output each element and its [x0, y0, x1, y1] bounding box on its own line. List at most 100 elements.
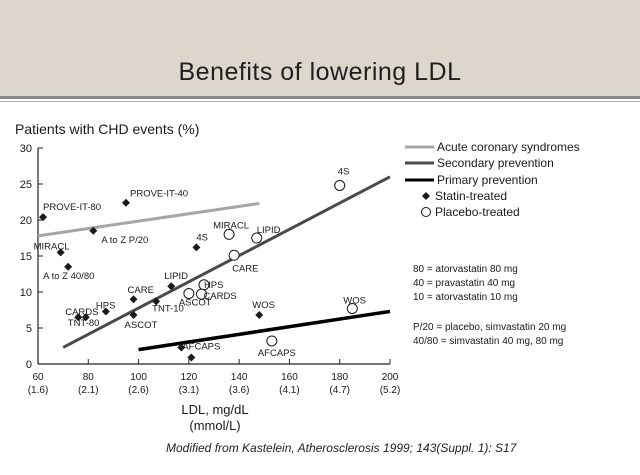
slide-title: Benefits of lowering LDL	[178, 58, 462, 86]
statin-point	[129, 295, 138, 304]
header-divider-thin	[0, 101, 640, 102]
point-label: AFCAPS	[182, 341, 220, 352]
x-tick-label: 80	[83, 372, 95, 383]
statin-point	[101, 307, 110, 316]
point-label: TNT-80	[68, 318, 100, 329]
trend-line	[37, 201, 260, 238]
note-line: 40 = pravastatin 40 mg	[413, 278, 515, 289]
point-label: MIRACL	[34, 241, 70, 252]
point-label: HPS	[204, 280, 224, 291]
point-label: ASCOT	[125, 320, 158, 331]
point-label: LIPID	[257, 225, 281, 236]
statin-point	[129, 311, 138, 320]
note-line: 10 = atorvastatin 10 mg	[413, 292, 518, 303]
chart-axes: 0 5 10 15 20 25 30 60 (1.6) 80 (2.1) 100 (2.6) 120 (3.…	[20, 143, 401, 396]
placebo-point	[183, 287, 195, 299]
chart-title: Patients with CHD events (%)	[15, 121, 199, 137]
x-axis-label-unit: (mmol/L)	[189, 418, 240, 433]
x-tick-sublabel: (4.1)	[279, 385, 300, 396]
legend-label: Placebo-treated	[435, 205, 520, 219]
statin-point	[122, 198, 130, 207]
trend-lines	[37, 175, 391, 352]
placebo-point	[223, 228, 235, 240]
placebo-point	[334, 179, 346, 191]
chart-legend: Acute coronary syndromes Secondary preven…	[405, 140, 580, 219]
point-label: CARDS	[203, 291, 236, 302]
point-label: A to Z 40/80	[43, 271, 94, 282]
trend-line	[138, 309, 391, 352]
x-axis-label: LDL, mg/dL	[181, 402, 248, 417]
point-label: 4S	[338, 166, 350, 177]
point-label: 4S	[196, 232, 208, 243]
slide-header	[0, 0, 640, 96]
legend-swatch	[422, 192, 430, 200]
x-tick-sublabel: (3.1)	[179, 385, 200, 396]
trend-line	[62, 175, 391, 349]
legend-swatch	[421, 207, 431, 217]
x-tick-label: 60	[32, 372, 44, 383]
x-tick-label: 140	[231, 372, 248, 383]
note-line: 80 = atorvastatin 80 mg	[413, 264, 518, 275]
point-label: CARE	[128, 285, 154, 296]
placebo-point	[346, 303, 358, 315]
y-tick-label: 30	[20, 143, 32, 155]
point-label: WOS	[252, 300, 275, 311]
y-tick-label: 20	[20, 215, 32, 227]
x-tick-sublabel: (5.2)	[380, 385, 401, 396]
point-label: WOS	[343, 296, 366, 307]
y-tick-label: 5	[26, 323, 32, 335]
placebo-point	[266, 335, 278, 347]
statin-point	[74, 313, 83, 322]
point-label: LIPID	[164, 271, 188, 282]
legend-label: Primary prevention	[437, 173, 538, 187]
y-tick-label: 25	[20, 179, 32, 191]
statin-point	[64, 262, 73, 271]
point-label: CARDS	[65, 307, 98, 318]
point-label: TNT-10	[152, 303, 184, 314]
x-tick-sublabel: (3.6)	[229, 385, 250, 396]
x-tick-label: 120	[181, 372, 198, 383]
x-tick-label: 100	[130, 372, 147, 383]
x-tick-label: 180	[331, 372, 348, 383]
statin-point	[152, 297, 161, 306]
legend-label: Statin-treated	[435, 189, 507, 203]
statin-point	[177, 343, 186, 352]
note-line: 40/80 = simvastatin 40 mg, 80 mg	[413, 336, 563, 347]
placebo-point	[195, 288, 207, 300]
point-label: CARE	[232, 263, 258, 274]
y-tick-label: 15	[20, 251, 32, 263]
placebo-point	[251, 232, 263, 244]
x-tick-sublabel: (2.1)	[78, 385, 99, 396]
point-label: PROVE-IT-40	[130, 189, 188, 200]
placebo-point	[228, 249, 240, 261]
statin-point	[192, 243, 201, 252]
legend-label: Acute coronary syndromes	[437, 140, 580, 154]
y-tick-label: 0	[26, 359, 32, 371]
header-divider	[0, 96, 640, 99]
x-tick-sublabel: (2.6)	[128, 385, 149, 396]
x-tick-sublabel: (4.7)	[329, 385, 350, 396]
statin-point	[56, 248, 65, 257]
x-tick-label: 160	[281, 372, 298, 383]
point-label: AFCAPS	[258, 348, 296, 359]
statin-point	[255, 311, 264, 320]
x-tick-label: 200	[382, 372, 399, 383]
point-label: MIRACL	[213, 220, 249, 231]
point-labels: PROVE-IT-80 PROVE-IT-40 A to Z P/20 MIRACL A…	[34, 166, 366, 359]
source-footnote: Modified from Kastelein, Atherosclerosis…	[166, 441, 517, 455]
statin-point	[89, 226, 98, 235]
x-tick-sublabel: (1.6)	[28, 385, 49, 396]
abbreviation-notes: 80 = atorvastatin 80 mg 40 = pravastatin …	[413, 264, 566, 347]
data-points	[39, 179, 358, 362]
point-label: ASCOT	[179, 297, 212, 308]
note-line: P/20 = placebo, simvastatin 20 mg	[413, 322, 566, 333]
point-label: PROVE-IT-80	[43, 202, 101, 213]
statin-point	[187, 353, 196, 362]
statin-point	[167, 282, 176, 291]
statin-point	[39, 213, 48, 222]
point-label: A to Z P/20	[101, 235, 148, 246]
y-tick-label: 10	[20, 287, 32, 299]
legend-label: Secondary prevention	[437, 156, 554, 170]
point-label: HPS	[96, 300, 116, 311]
